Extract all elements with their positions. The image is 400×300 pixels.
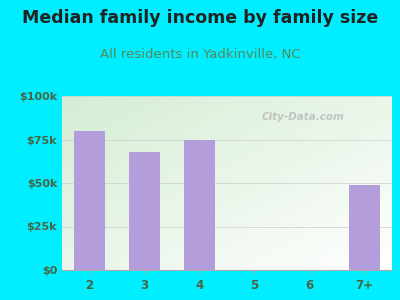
Bar: [184, 140, 215, 270]
Text: Median family income by family size: Median family income by family size: [22, 9, 378, 27]
Text: City-Data.com: City-Data.com: [262, 112, 344, 122]
Bar: [74, 131, 105, 270]
Bar: [349, 185, 380, 270]
Text: All residents in Yadkinville, NC: All residents in Yadkinville, NC: [100, 48, 300, 61]
Bar: [129, 152, 160, 270]
